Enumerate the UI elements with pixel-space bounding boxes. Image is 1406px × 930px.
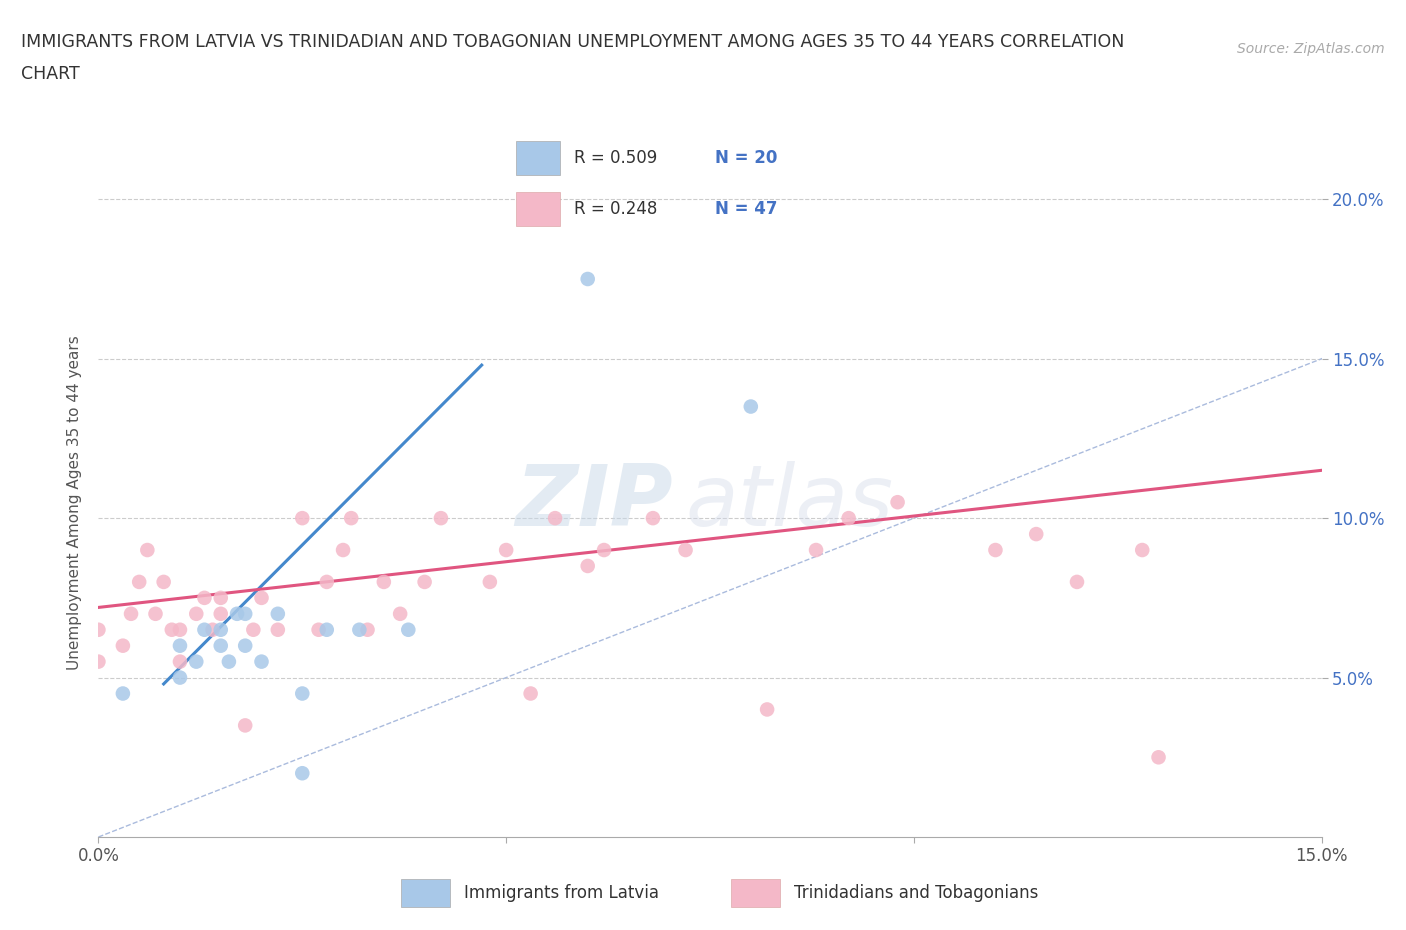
Point xyxy=(250,654,273,669)
Point xyxy=(356,622,378,637)
Point xyxy=(413,575,436,590)
Point xyxy=(233,638,256,653)
Point xyxy=(430,511,453,525)
Point xyxy=(87,622,110,637)
Text: N = 20: N = 20 xyxy=(716,149,778,167)
Point xyxy=(340,511,363,525)
Point xyxy=(209,606,232,621)
Point xyxy=(495,542,517,557)
Text: N = 47: N = 47 xyxy=(716,200,778,219)
Text: Immigrants from Latvia: Immigrants from Latvia xyxy=(464,884,659,902)
Point xyxy=(1025,526,1047,541)
Point xyxy=(111,638,134,653)
Point xyxy=(519,686,541,701)
Point xyxy=(169,671,191,685)
Point xyxy=(1066,575,1088,590)
Text: Source: ZipAtlas.com: Source: ZipAtlas.com xyxy=(1237,42,1385,56)
Point xyxy=(984,542,1007,557)
Point xyxy=(120,606,142,621)
Text: ZIP: ZIP xyxy=(516,460,673,544)
Text: Trinidadians and Tobagonians: Trinidadians and Tobagonians xyxy=(794,884,1039,902)
Point xyxy=(209,638,232,653)
Point xyxy=(349,622,371,637)
Bar xyxy=(401,879,450,907)
Point xyxy=(478,575,501,590)
Point xyxy=(193,591,215,605)
Point xyxy=(576,272,599,286)
Point xyxy=(128,575,150,590)
Point xyxy=(396,622,419,637)
Point xyxy=(373,575,395,590)
Point xyxy=(209,591,232,605)
Point xyxy=(193,622,215,637)
Point xyxy=(804,542,827,557)
Point xyxy=(160,622,183,637)
Point xyxy=(218,654,240,669)
Text: R = 0.509: R = 0.509 xyxy=(574,149,672,167)
Bar xyxy=(516,193,560,227)
Point xyxy=(544,511,567,525)
Text: CHART: CHART xyxy=(21,65,80,83)
Point xyxy=(152,575,174,590)
Point xyxy=(1130,542,1153,557)
Point xyxy=(756,702,779,717)
Text: R = 0.248: R = 0.248 xyxy=(574,200,673,219)
Point xyxy=(886,495,908,510)
Point xyxy=(389,606,412,621)
Point xyxy=(233,606,256,621)
Point xyxy=(250,591,273,605)
Point xyxy=(169,622,191,637)
Point xyxy=(145,606,167,621)
Point xyxy=(169,638,191,653)
Bar xyxy=(731,879,780,907)
Point xyxy=(111,686,134,701)
Point xyxy=(186,654,208,669)
Point xyxy=(169,654,191,669)
Point xyxy=(1147,750,1170,764)
Point xyxy=(233,718,256,733)
Point xyxy=(576,559,599,574)
Point xyxy=(593,542,616,557)
Text: IMMIGRANTS FROM LATVIA VS TRINIDADIAN AND TOBAGONIAN UNEMPLOYMENT AMONG AGES 35 : IMMIGRANTS FROM LATVIA VS TRINIDADIAN AN… xyxy=(21,33,1125,50)
Point xyxy=(291,511,314,525)
Point xyxy=(315,622,337,637)
Point xyxy=(675,542,697,557)
Point xyxy=(136,542,159,557)
Text: atlas: atlas xyxy=(686,460,894,544)
Point xyxy=(267,622,290,637)
Point xyxy=(641,511,664,525)
Y-axis label: Unemployment Among Ages 35 to 44 years: Unemployment Among Ages 35 to 44 years xyxy=(67,335,83,670)
Point xyxy=(226,606,249,621)
Bar xyxy=(516,141,560,175)
Point xyxy=(838,511,860,525)
Point xyxy=(308,622,330,637)
Point xyxy=(242,622,264,637)
Point xyxy=(209,622,232,637)
Point xyxy=(201,622,224,637)
Point xyxy=(87,654,110,669)
Point xyxy=(291,765,314,780)
Point xyxy=(740,399,762,414)
Point xyxy=(315,575,337,590)
Point xyxy=(291,686,314,701)
Point xyxy=(332,542,354,557)
Point xyxy=(186,606,208,621)
Point xyxy=(267,606,290,621)
